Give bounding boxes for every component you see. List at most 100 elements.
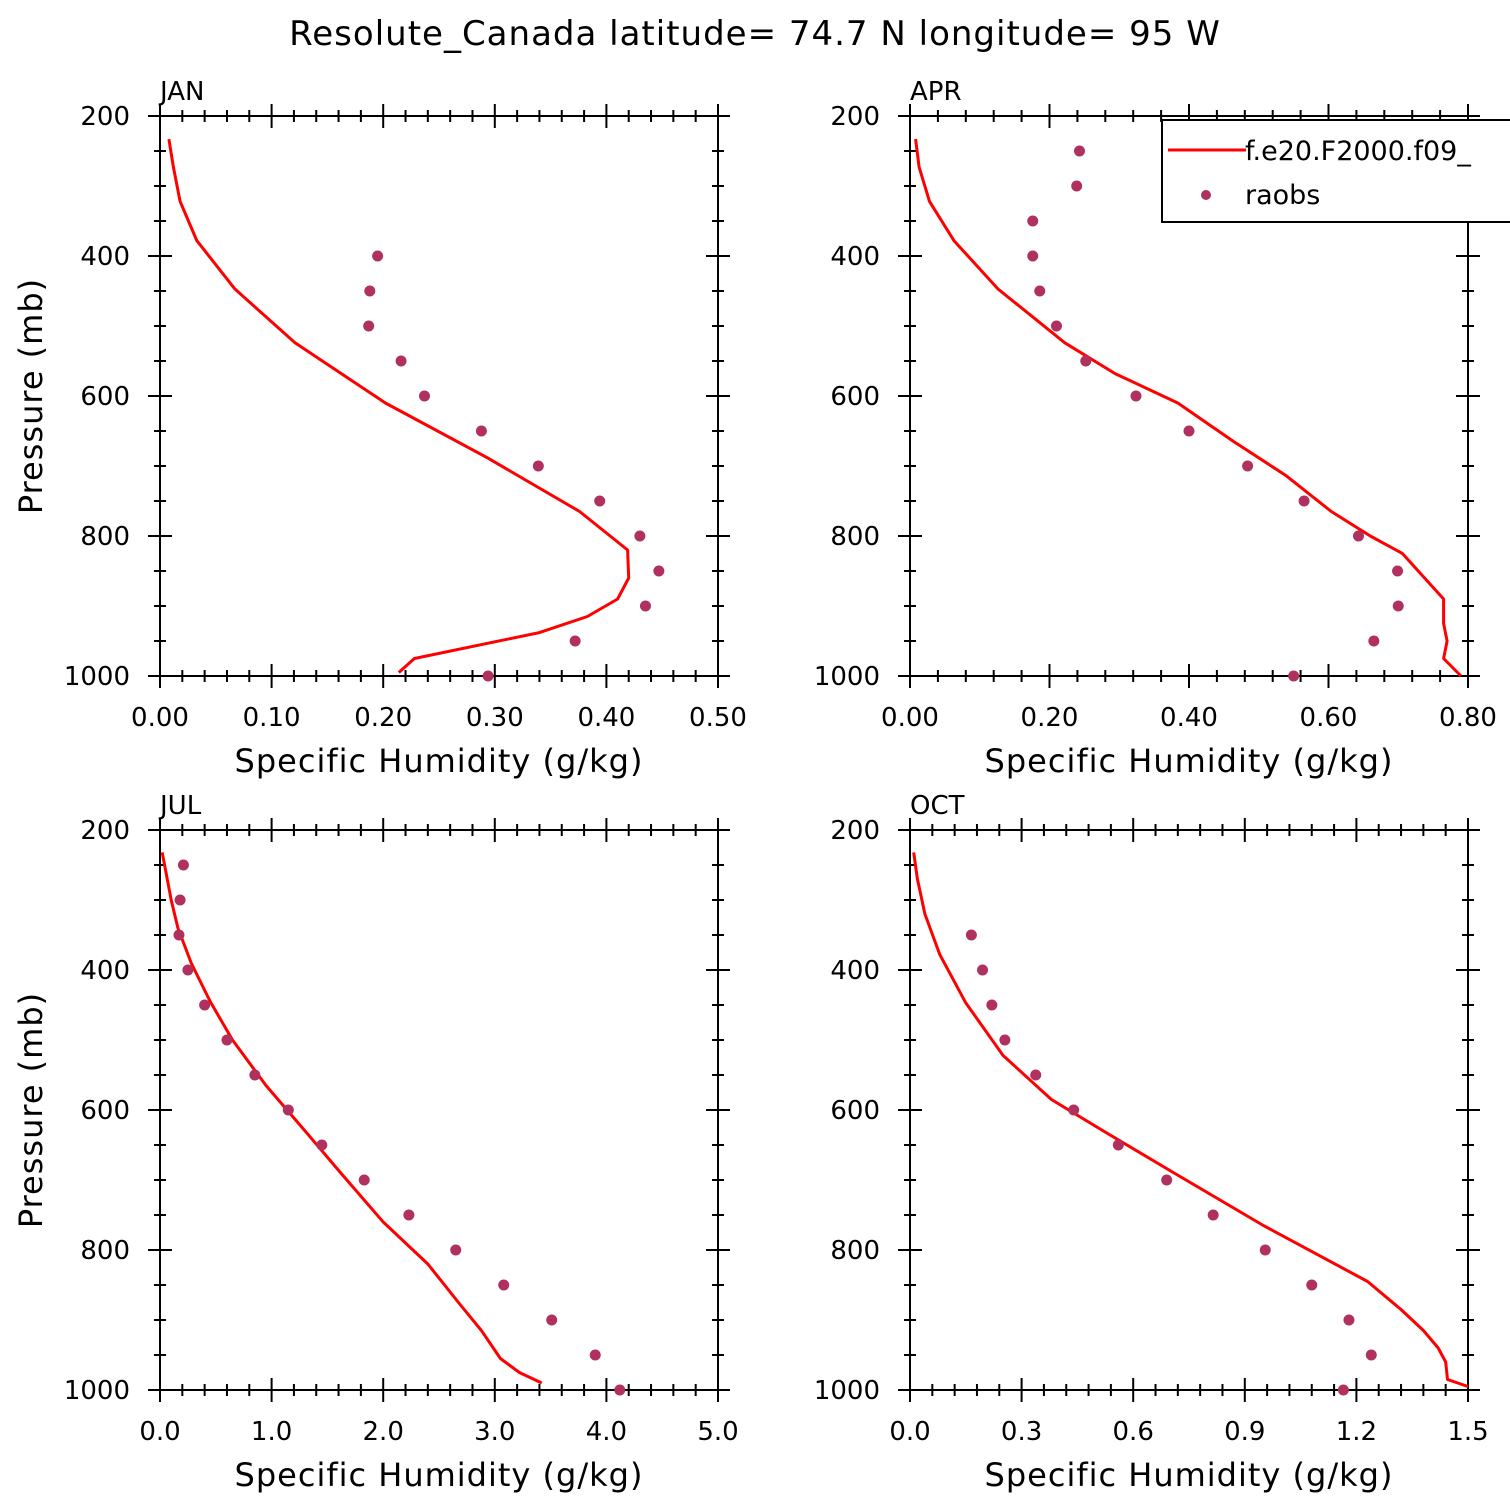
raobs-point-oct [1068,1104,1080,1116]
raobs-point-oct [1207,1209,1219,1221]
raobs-point-jul [177,859,189,871]
panel-jul: 200 400 600 800 1000 0.0 1.0 2.0 3.0 4.0 5.0 JUL Spe… [12,791,739,1494]
raobs-point-oct [977,964,989,976]
panel-label-jan: JAN [158,77,204,107]
raobs-point-jul [546,1314,558,1326]
x-tick-label-oct: 0.0 [889,1417,930,1447]
model-line-jul [160,852,543,1385]
raobs-point-apr [1352,530,1364,542]
x-tick-label-oct: 0.3 [1001,1417,1042,1447]
y-axis-title-jul: Pressure (mb) [12,992,50,1228]
legend-raobs-marker-swatch [1201,190,1211,200]
raobs-point-jan [639,600,651,612]
y-tick-label-oct: 1000 [814,1376,880,1406]
raobs-point-jul [174,894,186,906]
raobs-point-jul [614,1384,626,1396]
y-tick-label-jul: 600 [80,1096,130,1126]
panel-label-oct: OCT [910,791,965,821]
raobs-point-apr [1080,355,1092,367]
y-tick-label-apr: 400 [830,242,880,272]
x-tick-label-jul: 0.0 [139,1417,180,1447]
x-tick-label-oct: 1.5 [1447,1417,1488,1447]
raobs-point-apr [1288,670,1300,682]
y-tick-label-jul: 1000 [64,1376,130,1406]
raobs-point-apr [1027,215,1039,227]
y-tick-label-jul: 400 [80,956,130,986]
x-tick-label-jul: 1.0 [251,1417,292,1447]
raobs-point-jan [372,250,384,262]
raobs-point-apr [1034,285,1046,297]
raobs-point-jan [395,355,407,367]
raobs-point-jan [475,425,487,437]
y-tick-label-jan: 1000 [64,662,130,692]
x-tick-label-jan: 0.30 [466,703,524,733]
raobs-point-jul [450,1244,462,1256]
raobs-point-jul [199,999,211,1011]
x-axis-title-jan: Specific Humidity (g/kg) [235,742,644,780]
x-tick-label-jul: 3.0 [474,1417,515,1447]
y-tick-label-apr: 200 [830,102,880,132]
raobs-point-jul [182,964,194,976]
y-tick-label-jan: 800 [80,522,130,552]
y-tick-label-apr: 800 [830,522,880,552]
plot-frame-oct [909,829,1469,1391]
model-line-jan [167,138,631,674]
raobs-point-apr [1242,460,1254,472]
x-tick-label-jul: 4.0 [586,1417,627,1447]
x-tick-label-apr: 0.00 [881,703,939,733]
y-tick-label-jan: 200 [80,102,130,132]
raobs-point-jul [498,1279,510,1291]
panel-label-apr: APR [910,77,962,107]
raobs-point-jan [569,635,581,647]
y-tick-label-jan: 400 [80,242,130,272]
figure-title: Resolute_Canada latitude= 74.7 N longitu… [289,14,1221,54]
raobs-point-oct [1161,1174,1173,1186]
x-tick-label-jul: 2.0 [363,1417,404,1447]
x-tick-label-jan: 0.40 [577,703,635,733]
x-axis-title-apr: Specific Humidity (g/kg) [985,742,1394,780]
y-tick-label-oct: 200 [830,816,880,846]
raobs-point-oct [965,929,977,941]
legend-model-label: f.e20.F2000.f09_ [1245,136,1471,167]
raobs-point-apr [1392,600,1404,612]
raobs-point-jan [363,320,375,332]
x-tick-label-apr: 0.80 [1439,703,1497,733]
raobs-point-jan [418,390,430,402]
raobs-point-apr [1027,250,1039,262]
raobs-point-oct [1343,1314,1355,1326]
legend: f.e20.F2000.f09_ raobs [1161,119,1510,223]
x-tick-label-apr: 0.60 [1300,703,1358,733]
raobs-point-apr [1183,425,1195,437]
raobs-point-oct [1337,1384,1349,1396]
raobs-point-oct [1030,1069,1042,1081]
x-tick-label-jan: 0.20 [354,703,412,733]
raobs-point-oct [1259,1244,1271,1256]
y-tick-label-jul: 800 [80,1236,130,1266]
y-tick-label-oct: 400 [830,956,880,986]
plot-frame-jul [159,829,719,1391]
x-tick-label-oct: 1.2 [1336,1417,1377,1447]
raobs-point-apr [1392,565,1404,577]
legend-box [1161,119,1510,223]
raobs-point-oct [986,999,998,1011]
raobs-point-jul [358,1174,370,1186]
x-axis-title-oct: Specific Humidity (g/kg) [985,1456,1394,1494]
y-tick-label-apr: 600 [830,382,880,412]
x-tick-label-jan: 0.10 [243,703,301,733]
panel-oct: 200 400 600 800 1000 0.0 0.3 0.6 0.9 1.2 1.5 OCT Spe… [814,791,1489,1494]
y-axis-title-jan: Pressure (mb) [12,278,50,514]
raobs-point-jan [653,565,665,577]
x-axis-title-jul: Specific Humidity (g/kg) [235,1456,644,1494]
raobs-point-apr [1050,320,1062,332]
raobs-point-jul [282,1104,294,1116]
x-tick-label-jul: 5.0 [697,1417,738,1447]
raobs-point-apr [1130,390,1142,402]
legend-raobs-label: raobs [1245,180,1320,211]
x-tick-label-apr: 0.20 [1021,703,1079,733]
raobs-point-apr [1298,495,1310,507]
y-tick-label-jul: 200 [80,816,130,846]
raobs-point-oct [1365,1349,1377,1361]
